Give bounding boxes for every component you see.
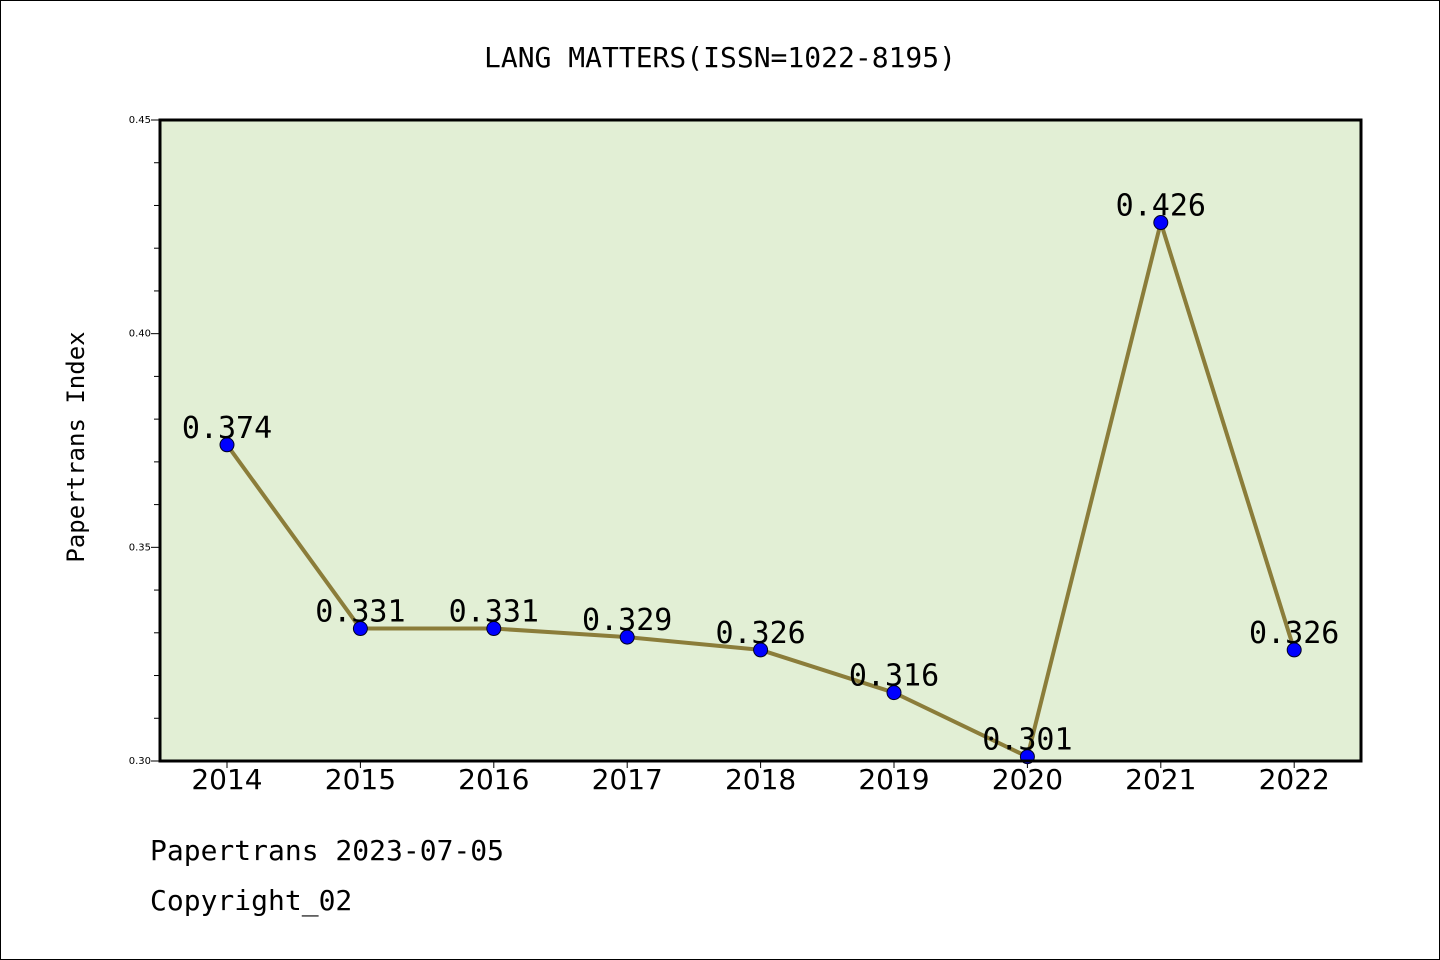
footer-date: Papertrans 2023-07-05: [150, 834, 505, 867]
x-tick-label: 2018: [725, 763, 796, 796]
footer-copyright: Copyright_02: [150, 884, 353, 917]
data-label: 0.326: [1249, 616, 1339, 651]
data-point-marker: [1153, 215, 1169, 231]
x-tick-label: 2014: [191, 763, 262, 796]
data-label: 0.331: [449, 595, 539, 630]
axis-ticks: 0.30 0.35 0.40 0.45 2014 2015 2016 2017 2018 2019…: [129, 115, 1330, 796]
y-tick-label: 0.30: [129, 756, 151, 767]
data-label: 0.331: [315, 595, 405, 630]
x-tick-label: 2015: [325, 763, 396, 796]
data-label: 0.316: [849, 659, 939, 694]
series-line-layer: 0.374 0.331 0.331 0.329 0.326 0.316 0.301 0.426…: [182, 189, 1339, 765]
data-point-marker: [753, 642, 769, 658]
x-tick-label: 2021: [1125, 763, 1196, 796]
data-point-marker: [352, 621, 368, 637]
data-label: 0.326: [715, 616, 805, 651]
y-axis-label: Papertrans Index: [62, 331, 90, 562]
data-point-marker: [219, 437, 235, 453]
y-tick-label: 0.35: [129, 542, 151, 553]
chart-title: LANG MATTERS(ISSN=1022-8195): [484, 41, 956, 74]
data-point-marker: [886, 685, 902, 701]
data-point-marker: [619, 629, 635, 645]
data-point-marker: [1286, 642, 1302, 658]
x-tick-label: 2022: [1259, 763, 1330, 796]
data-label: 0.329: [582, 603, 672, 638]
y-tick-label: 0.40: [129, 329, 151, 340]
x-tick-label: 2019: [858, 763, 929, 796]
data-label: 0.301: [982, 723, 1072, 758]
x-tick-label: 2017: [592, 763, 663, 796]
x-tick-label: 2016: [458, 763, 529, 796]
data-label: 0.426: [1116, 189, 1206, 224]
plot-border: [158, 118, 1363, 763]
data-point-marker: [486, 621, 502, 637]
y-tick-label: 0.45: [129, 115, 151, 126]
data-label: 0.374: [182, 411, 272, 446]
x-tick-label: 2020: [992, 763, 1063, 796]
